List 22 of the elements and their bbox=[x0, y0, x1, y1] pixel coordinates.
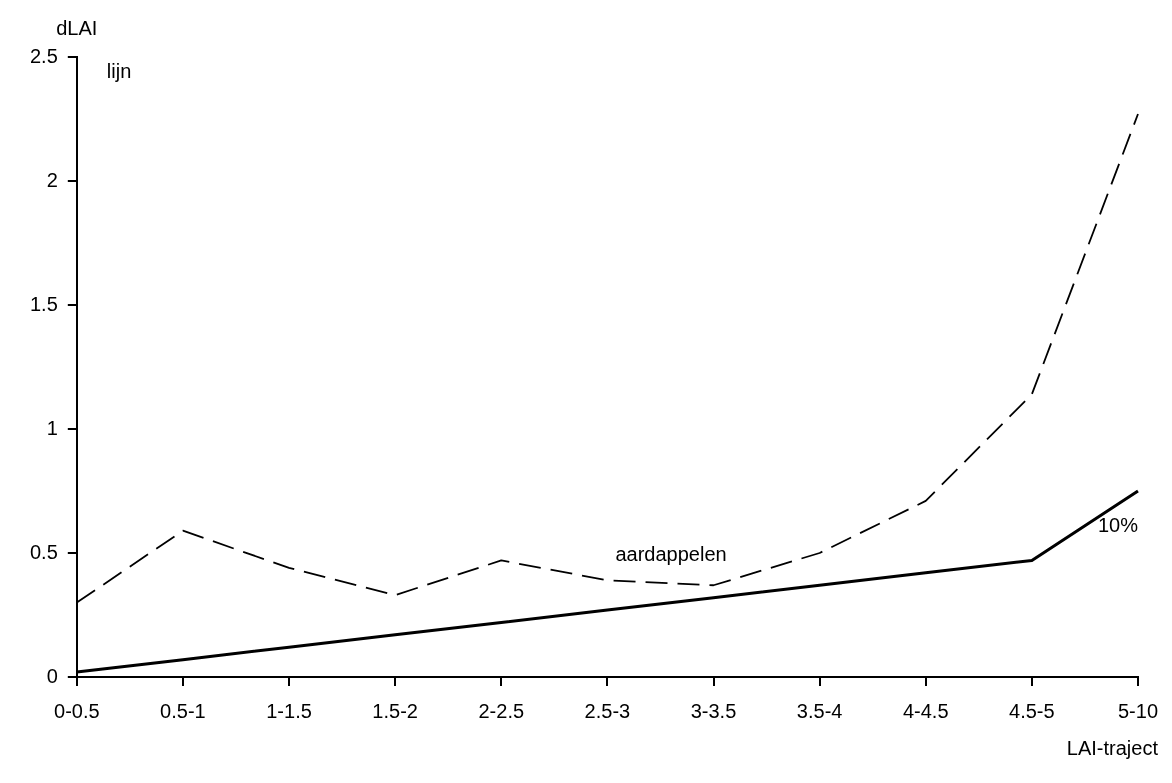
x-tick-label: 5-10 bbox=[1117, 699, 1158, 722]
annotation: lijn bbox=[106, 59, 132, 82]
x-axis-title: LAI-traject bbox=[1066, 736, 1159, 759]
y-tick-label: 1.5 bbox=[29, 292, 58, 315]
x-tick-label: 2-2.5 bbox=[478, 699, 525, 722]
x-tick-label: 3.5-4 bbox=[796, 699, 843, 722]
y-tick-label: 0 bbox=[46, 664, 58, 687]
x-tick-label: 2.5-3 bbox=[584, 699, 631, 722]
y-tick-label: 1 bbox=[46, 416, 58, 439]
y-tick-label: 2 bbox=[46, 168, 58, 191]
x-tick-label: 4-4.5 bbox=[902, 699, 949, 722]
x-tick-label: 4.5-5 bbox=[1009, 699, 1055, 722]
y-axis-title: dLAI bbox=[56, 16, 98, 39]
y-tick-label: 2.5 bbox=[29, 44, 58, 67]
y-tick-label: 0.5 bbox=[29, 540, 58, 563]
x-tick-label: 0.5-1 bbox=[160, 699, 206, 722]
x-tick-label: 3-3.5 bbox=[690, 699, 737, 722]
series-label: aardappelen bbox=[615, 542, 727, 565]
x-tick-label: 1-1.5 bbox=[266, 699, 312, 722]
x-tick-label: 0-0.5 bbox=[54, 699, 100, 722]
x-tick-label: 1.5-2 bbox=[372, 699, 418, 722]
series-label: 10% bbox=[1097, 513, 1139, 536]
